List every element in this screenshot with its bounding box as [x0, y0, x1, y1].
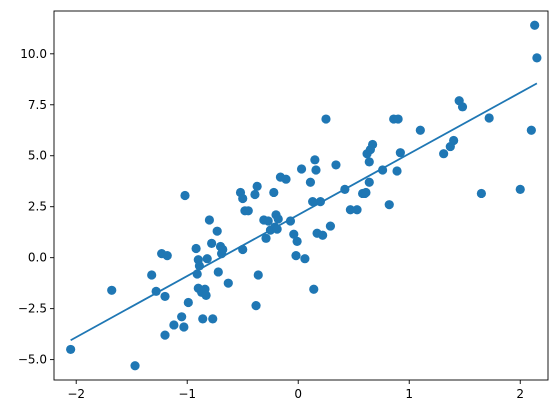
data-point	[253, 270, 263, 280]
data-point	[484, 113, 494, 123]
data-point	[183, 297, 193, 308]
y-tick-label: 7.5	[28, 98, 47, 112]
data-point	[392, 166, 402, 176]
data-point	[289, 229, 299, 239]
y-axis-ticks: −5.0 −2.5 0.0 2.5 5.0 7.5 10.0	[18, 47, 54, 367]
data-point	[273, 214, 283, 224]
data-point	[269, 187, 279, 198]
data-point	[305, 177, 316, 187]
scatter-points-layer	[66, 20, 542, 371]
data-point	[439, 149, 449, 159]
data-point	[318, 230, 328, 240]
data-point	[212, 226, 222, 236]
data-point	[393, 114, 403, 124]
y-tick-label: −2.5	[18, 302, 47, 316]
data-point	[325, 221, 336, 231]
x-axis-ticks: −2 −1 0 1 2	[67, 380, 524, 401]
data-point	[169, 320, 179, 330]
data-point	[147, 270, 157, 280]
x-tick-label: 2	[516, 387, 524, 401]
data-point	[160, 330, 170, 340]
data-point	[238, 193, 248, 204]
data-point	[180, 190, 190, 201]
data-point	[530, 20, 540, 30]
axes-frame	[53, 10, 549, 381]
data-point	[352, 205, 362, 215]
data-point	[515, 184, 525, 194]
data-point	[532, 53, 542, 63]
y-tick-label: 0.0	[28, 251, 47, 265]
data-point	[261, 233, 271, 243]
y-tick-label: 2.5	[28, 200, 47, 214]
data-point	[476, 188, 486, 199]
data-point	[179, 322, 189, 332]
fit-line-layer	[70, 82, 538, 342]
data-point	[321, 114, 331, 124]
y-tick-label: 10.0	[20, 47, 47, 61]
data-point	[281, 174, 291, 184]
data-point	[204, 215, 215, 225]
data-point	[292, 236, 302, 246]
data-point	[130, 361, 140, 371]
data-point	[377, 165, 388, 175]
x-tick-label: −1	[178, 387, 196, 401]
data-point	[252, 181, 262, 191]
data-point	[243, 206, 253, 216]
data-point	[192, 269, 202, 279]
data-point	[191, 243, 201, 254]
data-point	[384, 200, 394, 210]
data-point	[308, 197, 318, 207]
data-point	[415, 125, 425, 135]
data-point	[272, 224, 282, 234]
data-point	[151, 286, 161, 296]
data-point	[207, 238, 217, 249]
data-point	[361, 187, 371, 198]
data-point	[449, 135, 459, 146]
data-point	[263, 216, 273, 226]
plot-frame	[53, 10, 549, 381]
data-point	[194, 261, 205, 271]
data-point	[364, 157, 374, 167]
data-point	[300, 254, 310, 264]
data-point	[311, 165, 321, 175]
data-point	[310, 155, 320, 165]
data-point	[309, 284, 319, 294]
data-point	[331, 160, 341, 170]
data-point	[218, 244, 228, 255]
data-point	[395, 148, 405, 158]
data-point	[202, 254, 212, 264]
x-tick-label: −2	[67, 387, 85, 401]
data-point	[291, 251, 301, 261]
data-point	[198, 314, 208, 324]
data-point	[201, 290, 211, 300]
y-tick-label: 5.0	[28, 149, 47, 163]
data-point	[160, 291, 170, 302]
data-point	[238, 244, 248, 255]
data-point	[66, 344, 76, 355]
data-point	[213, 267, 223, 277]
data-point	[457, 102, 468, 112]
data-point	[364, 177, 374, 187]
data-point	[340, 184, 350, 194]
data-point	[162, 251, 172, 261]
data-point	[107, 285, 117, 295]
data-point	[315, 197, 326, 207]
data-point	[177, 312, 187, 322]
x-tick-label: 0	[294, 387, 302, 401]
data-point	[251, 300, 261, 311]
data-point	[250, 189, 260, 200]
data-point	[526, 125, 536, 135]
x-tick-label: 1	[405, 387, 413, 401]
data-point	[285, 216, 296, 226]
data-point	[345, 205, 355, 215]
y-tick-label: −5.0	[18, 353, 47, 367]
data-point	[208, 314, 218, 324]
data-point	[368, 139, 378, 150]
data-point	[223, 278, 233, 288]
fit-line	[70, 82, 538, 342]
data-point	[296, 164, 307, 174]
